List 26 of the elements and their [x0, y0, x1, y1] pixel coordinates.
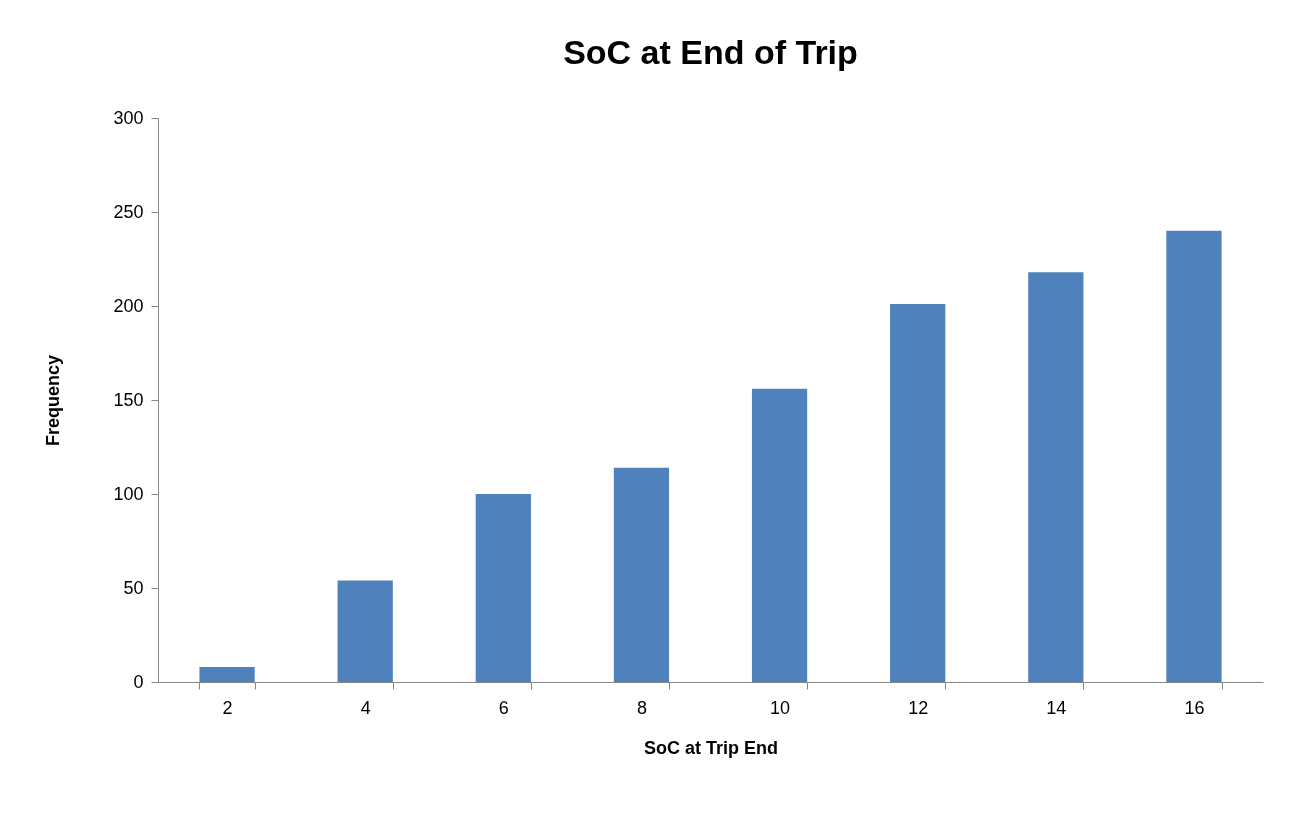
x-tick-label: 6 [498, 697, 509, 718]
y-tick-label: 300 [113, 107, 144, 128]
bar [613, 467, 670, 682]
x-tick-label: 8 [636, 697, 647, 718]
bar [337, 580, 393, 682]
bar [890, 304, 946, 682]
y-tick-label: 150 [113, 389, 144, 410]
bar [751, 388, 808, 682]
bar [1028, 272, 1084, 682]
y-axis-title: Frequency [43, 354, 64, 447]
x-tick-label: 4 [360, 697, 371, 718]
x-tick-label: 2 [222, 697, 233, 718]
y-tick-label: 250 [113, 201, 144, 222]
bar [475, 494, 531, 682]
x-tick-label: 10 [770, 697, 791, 718]
x-axis-title: SoC at Trip End [643, 737, 779, 758]
chart-title: SoC at End of Trip [563, 33, 858, 71]
y-tick-label: 0 [133, 671, 144, 692]
bar [1166, 230, 1222, 682]
x-tick-label: 14 [1046, 697, 1067, 718]
y-tick-label: 200 [113, 295, 144, 316]
y-tick-label: 100 [113, 483, 144, 504]
x-tick-label: 16 [1184, 697, 1205, 718]
x-tick-label: 12 [908, 697, 929, 718]
bar [199, 666, 255, 682]
y-tick-label: 50 [123, 577, 144, 598]
